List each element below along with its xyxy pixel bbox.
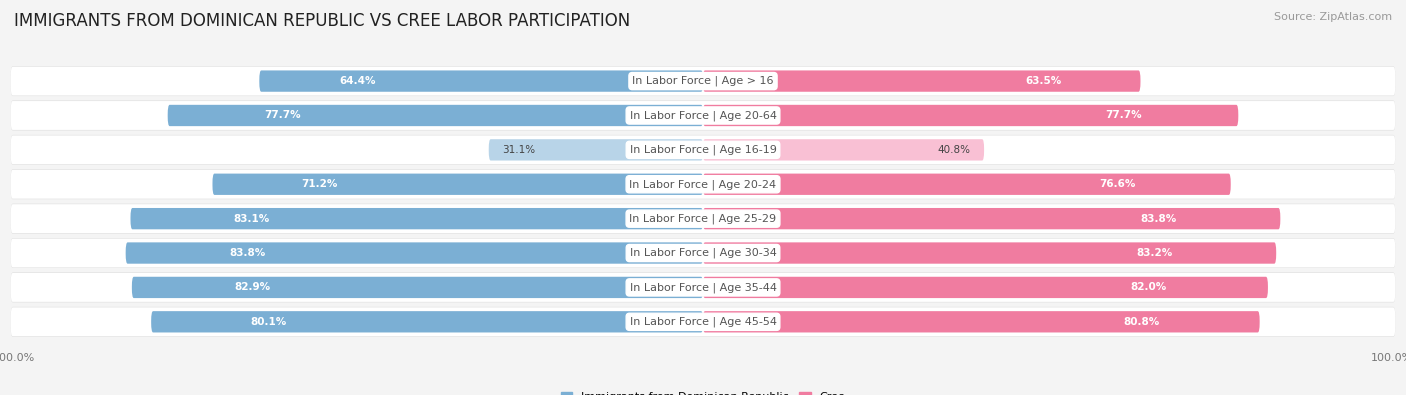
FancyBboxPatch shape <box>131 208 703 229</box>
FancyBboxPatch shape <box>703 105 1239 126</box>
Text: In Labor Force | Age 25-29: In Labor Force | Age 25-29 <box>630 213 776 224</box>
Text: 83.2%: 83.2% <box>1137 248 1173 258</box>
FancyBboxPatch shape <box>703 139 984 160</box>
FancyBboxPatch shape <box>11 101 1395 130</box>
FancyBboxPatch shape <box>167 105 703 126</box>
Text: In Labor Force | Age 20-24: In Labor Force | Age 20-24 <box>630 179 776 190</box>
Text: 83.1%: 83.1% <box>233 214 270 224</box>
Text: 80.8%: 80.8% <box>1123 317 1160 327</box>
FancyBboxPatch shape <box>11 307 1395 336</box>
Legend: Immigrants from Dominican Republic, Cree: Immigrants from Dominican Republic, Cree <box>557 387 849 395</box>
FancyBboxPatch shape <box>703 208 1281 229</box>
FancyBboxPatch shape <box>703 277 1268 298</box>
FancyBboxPatch shape <box>11 204 1395 233</box>
Text: 63.5%: 63.5% <box>1025 76 1062 86</box>
FancyBboxPatch shape <box>11 100 1395 130</box>
Text: 64.4%: 64.4% <box>339 76 375 86</box>
FancyBboxPatch shape <box>11 204 1395 233</box>
FancyBboxPatch shape <box>125 243 703 264</box>
FancyBboxPatch shape <box>703 173 1230 195</box>
FancyBboxPatch shape <box>11 135 1395 164</box>
Text: In Labor Force | Age > 16: In Labor Force | Age > 16 <box>633 76 773 87</box>
Text: 76.6%: 76.6% <box>1099 179 1136 189</box>
Text: Source: ZipAtlas.com: Source: ZipAtlas.com <box>1274 12 1392 22</box>
Text: 82.0%: 82.0% <box>1130 282 1166 292</box>
Text: 80.1%: 80.1% <box>250 317 287 327</box>
Text: 40.8%: 40.8% <box>938 145 970 155</box>
FancyBboxPatch shape <box>259 70 703 92</box>
FancyBboxPatch shape <box>11 169 1395 199</box>
FancyBboxPatch shape <box>11 307 1395 337</box>
FancyBboxPatch shape <box>489 139 703 160</box>
FancyBboxPatch shape <box>11 67 1395 96</box>
Text: 77.7%: 77.7% <box>264 111 301 120</box>
Text: 83.8%: 83.8% <box>1140 214 1177 224</box>
FancyBboxPatch shape <box>152 311 703 333</box>
FancyBboxPatch shape <box>703 70 1140 92</box>
Text: IMMIGRANTS FROM DOMINICAN REPUBLIC VS CREE LABOR PARTICIPATION: IMMIGRANTS FROM DOMINICAN REPUBLIC VS CR… <box>14 12 630 30</box>
FancyBboxPatch shape <box>11 170 1395 199</box>
FancyBboxPatch shape <box>11 239 1395 267</box>
FancyBboxPatch shape <box>132 277 703 298</box>
FancyBboxPatch shape <box>703 243 1277 264</box>
Text: 83.8%: 83.8% <box>229 248 266 258</box>
FancyBboxPatch shape <box>212 173 703 195</box>
Text: 31.1%: 31.1% <box>502 145 536 155</box>
Text: In Labor Force | Age 20-64: In Labor Force | Age 20-64 <box>630 110 776 121</box>
FancyBboxPatch shape <box>11 135 1395 165</box>
FancyBboxPatch shape <box>11 66 1395 96</box>
FancyBboxPatch shape <box>11 273 1395 302</box>
FancyBboxPatch shape <box>11 238 1395 268</box>
FancyBboxPatch shape <box>11 273 1395 303</box>
Text: In Labor Force | Age 45-54: In Labor Force | Age 45-54 <box>630 316 776 327</box>
FancyBboxPatch shape <box>703 311 1260 333</box>
Text: In Labor Force | Age 30-34: In Labor Force | Age 30-34 <box>630 248 776 258</box>
Text: In Labor Force | Age 35-44: In Labor Force | Age 35-44 <box>630 282 776 293</box>
Text: In Labor Force | Age 16-19: In Labor Force | Age 16-19 <box>630 145 776 155</box>
Text: 71.2%: 71.2% <box>301 179 337 189</box>
Text: 77.7%: 77.7% <box>1105 111 1142 120</box>
Text: 82.9%: 82.9% <box>235 282 271 292</box>
